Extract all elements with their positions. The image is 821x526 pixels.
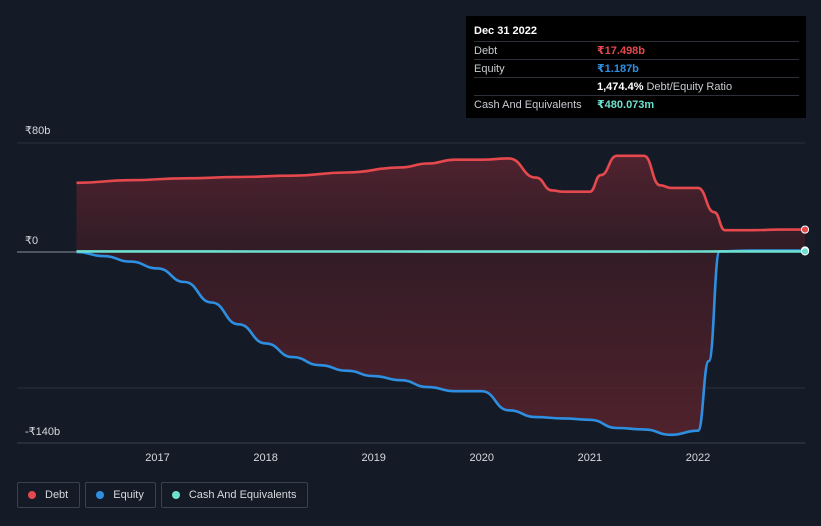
tooltip-debt-value: ₹17.498b: [597, 45, 646, 57]
equity-area: [76, 250, 805, 435]
x-tick-label-2018: 2018: [253, 452, 277, 464]
x-tick-label-2020: 2020: [470, 452, 494, 464]
x-tick-label-2022: 2022: [686, 452, 710, 464]
x-tick-label-2021: 2021: [578, 452, 602, 464]
tooltip-ratio-sublabel: Debt/Equity Ratio: [646, 80, 733, 93]
legend-equity-label: Equity: [113, 489, 144, 501]
cash-end-marker: [800, 247, 810, 256]
legend-item-cash[interactable]: Cash And Equivalents: [160, 482, 309, 508]
chart-legend: Debt Equity Cash And Equivalents: [17, 482, 309, 508]
tooltip-row-cash: Cash And Equivalents ₹480.073m: [474, 95, 799, 113]
debt-end-marker: [800, 225, 810, 234]
legend-item-debt[interactable]: Debt: [17, 482, 81, 508]
legend-equity-dot-icon: [96, 491, 105, 499]
x-tick-label-2019: 2019: [361, 452, 385, 464]
equity-line: [76, 249, 805, 437]
tooltip-date: Dec 31 2022: [474, 25, 537, 37]
debt-line: [76, 154, 805, 232]
tooltip-cash-label: Cash And Equivalents: [474, 98, 582, 111]
tooltip-ratio-value: 1,474.4%: [597, 80, 644, 93]
tooltip-cash-value: ₹480.073m: [597, 99, 655, 111]
chart-tooltip: Dec 31 2022 Debt ₹17.498b Equity ₹1.187b…: [466, 16, 806, 118]
legend-item-equity[interactable]: Equity: [85, 482, 156, 508]
x-tick-label-2017: 2017: [145, 452, 169, 464]
legend-debt-label: Debt: [45, 489, 69, 501]
legend-cash-label: Cash And Equivalents: [188, 489, 297, 501]
tooltip-row-ratio: 1,474.4% Debt/Equity Ratio: [474, 77, 799, 95]
legend-debt-dot-icon: [28, 491, 36, 499]
legend-cash-dot-icon: [171, 491, 180, 499]
tooltip-row-debt: Debt ₹17.498b: [474, 41, 799, 59]
y-tick-label-2: -₹140b: [25, 426, 60, 438]
y-tick-label-0: ₹80b: [25, 125, 50, 137]
tooltip-equity-value: ₹1.187b: [597, 63, 639, 75]
tooltip-debt-label: Debt: [474, 44, 498, 57]
tooltip-equity-label: Equity: [474, 62, 505, 75]
tooltip-row-equity: Equity ₹1.187b: [474, 59, 799, 77]
y-tick-label-1: ₹0: [25, 235, 38, 247]
debt-area: [76, 155, 805, 252]
